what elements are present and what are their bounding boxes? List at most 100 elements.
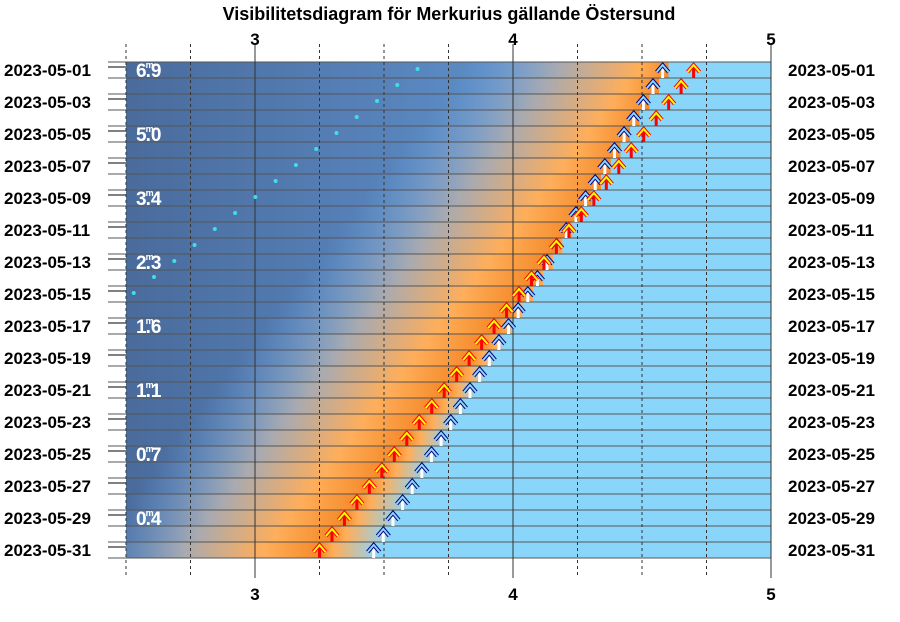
red-arrow-marker <box>611 157 627 174</box>
date-label-right: 2023-05-29 <box>788 509 875 528</box>
date-label-right: 2023-05-03 <box>788 93 875 112</box>
date-label-left: 2023-05-05 <box>4 125 91 144</box>
daylight-band <box>533 286 771 303</box>
dot-marker <box>314 147 319 151</box>
white-arrow-marker <box>626 109 642 126</box>
red-arrow-marker <box>386 445 402 462</box>
date-label-left: 2023-05-31 <box>4 541 91 560</box>
date-label-right: 2023-05-05 <box>788 125 875 144</box>
magnitude-label: 2m.3 <box>136 252 161 274</box>
magnitude-label: 1m.6 <box>136 316 161 338</box>
date-label-right: 2023-05-21 <box>788 381 875 400</box>
magnitude-label: 3m.4 <box>136 188 162 210</box>
red-arrow-marker <box>661 93 677 110</box>
date-label-right: 2023-05-09 <box>788 189 875 208</box>
axis-labels: 3 3 4 4 5 5 2023-05-01 2023-05-01 2023-05-03 2023… <box>4 30 875 604</box>
dot-marker <box>293 163 298 167</box>
dot-marker <box>131 291 136 295</box>
red-arrow-marker <box>673 77 689 94</box>
daylight-band <box>418 478 771 495</box>
x-tick-label-bottom: 5 <box>766 585 775 604</box>
date-label-left: 2023-05-23 <box>4 413 91 432</box>
date-label-right: 2023-05-23 <box>788 413 875 432</box>
daylight-band <box>639 110 771 127</box>
dot-marker <box>334 131 339 135</box>
white-arrow-marker <box>587 173 603 190</box>
series-marks <box>131 62 702 558</box>
magnitude-label: 5m.0 <box>136 124 161 146</box>
white-arrow-marker <box>423 445 439 462</box>
daylight-band <box>379 542 771 558</box>
x-tick-label-top: 4 <box>508 30 518 49</box>
date-label-left: 2023-05-25 <box>4 445 91 464</box>
red-arrow-marker <box>486 317 502 334</box>
red-arrow-marker <box>461 349 477 366</box>
daylight-band <box>591 190 771 207</box>
white-arrow-marker <box>452 397 468 414</box>
magnitude-label: 6m.9 <box>136 60 161 82</box>
magnitude-label: 0m.7 <box>136 444 161 466</box>
daylight-band <box>437 446 771 463</box>
dot-marker <box>415 67 420 71</box>
date-label-left: 2023-05-01 <box>4 61 91 80</box>
dot-marker <box>152 275 157 279</box>
date-label-left: 2023-05-07 <box>4 157 91 176</box>
daylight-band <box>543 270 771 287</box>
date-label-right: 2023-05-19 <box>788 349 875 368</box>
daylight-band <box>581 206 771 223</box>
date-label-right: 2023-05-01 <box>788 61 875 80</box>
white-arrow-marker <box>616 125 632 142</box>
plot-background <box>126 62 771 558</box>
date-label-right: 2023-05-07 <box>788 157 875 176</box>
white-arrow-marker <box>385 509 401 526</box>
daylight-band <box>456 414 771 431</box>
red-arrow-marker <box>374 461 390 478</box>
red-arrow-marker <box>586 189 602 206</box>
red-arrow-marker <box>336 509 352 526</box>
red-arrow-marker <box>648 109 664 126</box>
dot-marker <box>172 259 177 263</box>
daylight-band <box>398 510 771 527</box>
white-arrow-marker <box>472 365 488 382</box>
white-arrow-marker <box>462 381 478 398</box>
red-arrow-marker <box>623 141 639 158</box>
white-arrow-marker <box>510 301 526 318</box>
red-arrow-marker <box>399 429 415 446</box>
red-arrow-marker <box>561 221 577 238</box>
chart-title: Visibilitetsdiagram för Merkurius gällan… <box>223 4 676 24</box>
date-label-right: 2023-05-25 <box>788 445 875 464</box>
date-label-right: 2023-05-11 <box>788 221 874 240</box>
daylight-band <box>447 430 771 447</box>
red-arrow-marker <box>449 365 465 382</box>
magnitude-label: 0m.4 <box>136 508 162 530</box>
white-arrow-marker <box>645 77 661 94</box>
daylight-band <box>659 78 771 95</box>
x-tick-label-bottom: 4 <box>508 585 518 604</box>
white-arrow-marker <box>635 93 651 110</box>
dot-marker <box>395 83 400 87</box>
daylight-band <box>427 462 771 479</box>
date-label-left: 2023-05-13 <box>4 253 91 272</box>
x-tick-label-top: 3 <box>250 30 259 49</box>
white-arrow-marker <box>433 429 449 446</box>
date-label-right: 2023-05-13 <box>788 253 875 272</box>
date-label-right: 2023-05-31 <box>788 541 875 560</box>
date-label-left: 2023-05-15 <box>4 285 91 304</box>
date-label-left: 2023-05-11 <box>4 221 90 240</box>
daylight-band <box>389 526 771 543</box>
date-label-left: 2023-05-17 <box>4 317 91 336</box>
daylight-band <box>610 158 771 175</box>
red-arrow-marker <box>598 173 614 190</box>
white-arrow-marker <box>491 333 507 350</box>
red-arrow-marker <box>436 381 452 398</box>
dot-marker <box>354 115 359 119</box>
daylight-band <box>649 94 771 111</box>
red-arrow-marker <box>686 62 702 78</box>
daylight-band <box>514 318 771 335</box>
daylight-band <box>668 62 771 79</box>
red-arrow-marker <box>636 125 652 142</box>
dot-marker <box>192 243 197 247</box>
white-arrow-marker <box>395 493 411 510</box>
x-tick-label-top: 5 <box>766 30 775 49</box>
